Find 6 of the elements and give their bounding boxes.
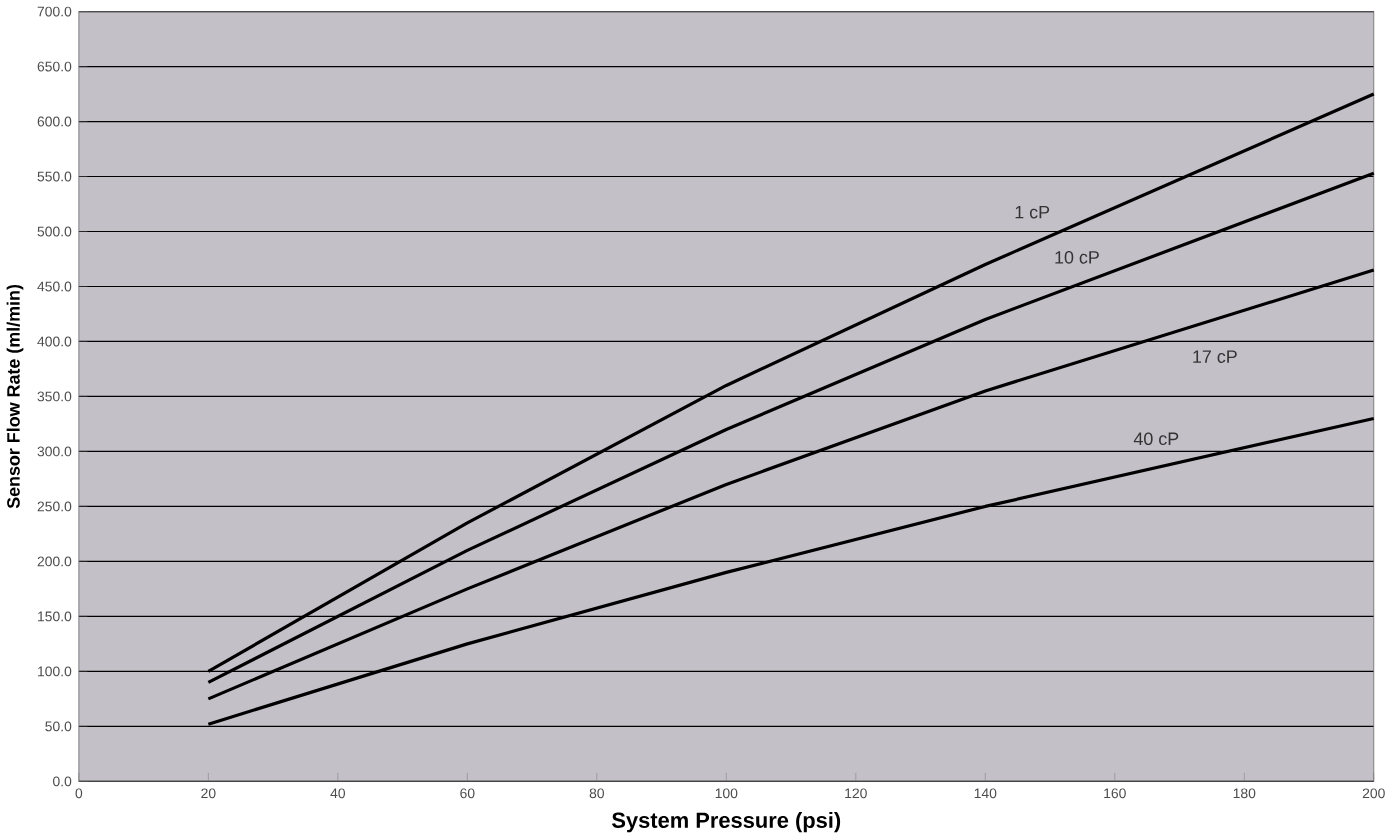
x-axis-title: System Pressure (psi) — [612, 811, 841, 832]
series-label: 17 cP — [1193, 349, 1237, 363]
y-axis-title: Sensor Flow Rate (ml/min) — [6, 284, 24, 508]
series-label: 10 cP — [1055, 250, 1099, 264]
series-label: 40 cP — [1133, 431, 1179, 445]
series-label: 1 cP — [1015, 205, 1050, 219]
